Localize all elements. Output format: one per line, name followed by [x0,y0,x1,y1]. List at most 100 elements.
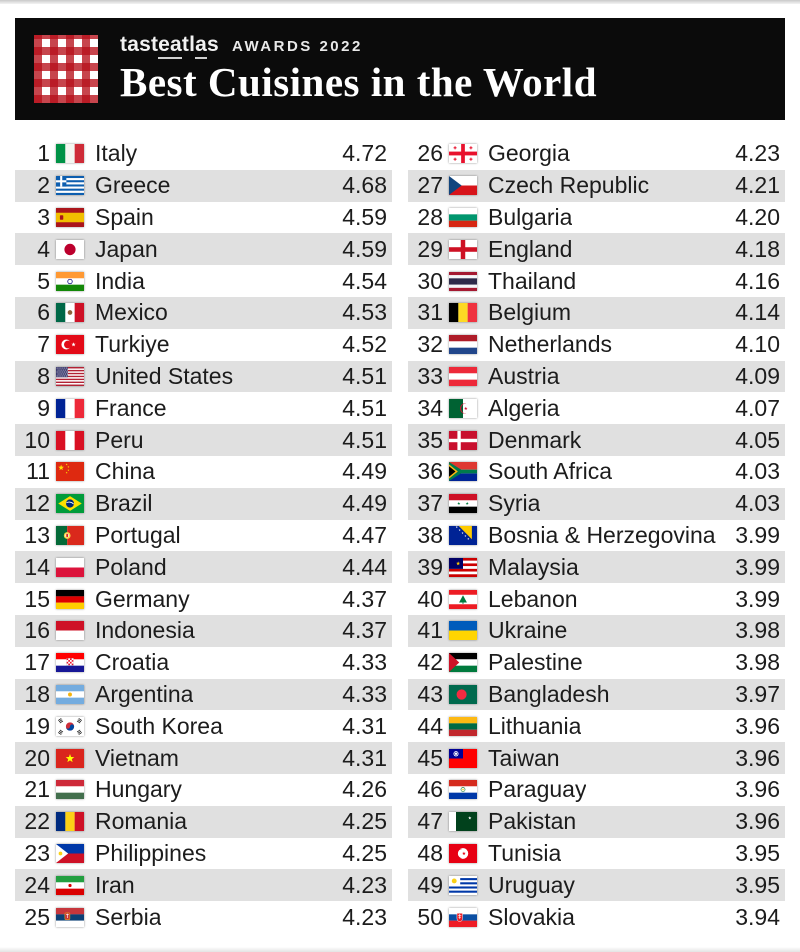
country-name: Bosnia & Herzegovina [488,521,716,548]
cuisine-score: 3.98 [735,649,780,676]
flag-icon-south-africa [449,462,477,482]
flag-icon-tunisia [449,843,477,863]
rank-number: 46 [417,776,443,803]
rank-number: 30 [417,267,443,294]
rank-number: 17 [24,649,50,676]
flag-icon-lebanon [449,589,477,609]
cuisine-score: 4.52 [342,331,387,358]
cuisine-score: 4.49 [342,458,387,485]
flag-icon-peru [56,430,84,450]
cuisine-score: 4.23 [342,903,387,930]
rank-number: 25 [24,903,50,930]
cuisine-score: 3.98 [735,617,780,644]
rank-number: 1 [37,140,50,167]
country-name: Brazil [95,490,153,517]
flag-icon-thailand [449,271,477,291]
rank-number: 24 [24,871,50,898]
flag-icon-hungary [56,780,84,800]
flag-icon-palestine [449,653,477,673]
cuisine-score: 4.68 [342,172,387,199]
header-text: tasteatlas AWARDS 2022 Best Cuisines in … [120,32,597,104]
ranking-row: 31 Belgium 4.14 [408,296,785,329]
flag-icon-czech-republic [449,176,477,196]
flag-icon-germany [56,589,84,609]
cuisine-score: 4.25 [342,808,387,835]
cuisine-score: 4.31 [342,744,387,771]
rank-number: 41 [417,617,443,644]
rank-number: 44 [417,712,443,739]
cuisine-score: 4.53 [342,299,387,326]
cuisine-score: 4.44 [342,553,387,580]
rank-number: 8 [37,362,50,389]
brand-line: tasteatlas AWARDS 2022 [120,32,597,59]
ranking-row: 29 England 4.18 [408,233,785,266]
ranking-row: 45 Taiwan 3.96 [408,742,785,774]
flag-icon-taiwan [449,748,477,768]
rank-number: 12 [24,490,50,517]
cuisine-score: 3.97 [735,680,780,707]
flag-icon-iran [56,875,84,895]
flag-icon-lithuania [449,716,477,736]
cuisine-score: 4.51 [342,362,387,389]
rank-number: 10 [24,426,50,453]
ranking-row: 23 Philippines 4.25 [15,838,392,870]
flag-icon-bangladesh [449,684,477,704]
ranking-row: 3 Spain 4.59 [15,202,392,234]
flag-icon-china [56,462,84,482]
rank-number: 11 [26,458,50,485]
flag-icon-italy [56,144,84,164]
cuisine-score: 4.21 [735,172,780,199]
ranking-row: 16 Indonesia 4.37 [15,614,392,647]
flag-icon-united-states [56,366,84,386]
ranking-row: 10 Peru 4.51 [15,424,392,456]
cuisine-score: 3.96 [735,808,780,835]
country-name: Indonesia [95,617,195,644]
flag-icon-england [449,239,477,259]
country-name: South Africa [488,458,613,485]
ranking-row: 18 Argentina 4.33 [15,678,392,711]
flag-icon-brazil [56,494,84,514]
rank-number: 5 [37,267,50,294]
ranking-row: 9 France 4.51 [15,392,392,424]
ranking-row: 11 China 4.49 [15,456,392,488]
country-name: Mexico [95,299,168,326]
country-name: Pakistan [488,808,577,835]
cuisine-score: 3.99 [735,553,780,580]
country-name: Bangladesh [488,680,610,707]
ranking-row: 43 Bangladesh 3.97 [408,678,785,711]
country-name: Croatia [95,649,170,676]
cuisine-score: 3.95 [735,839,780,866]
rank-number: 22 [24,808,50,835]
rank-number: 31 [417,299,443,326]
ranking-row: 13 Portugal 4.47 [15,520,392,552]
rank-number: 40 [417,585,443,612]
flag-icon-turkiye [56,335,84,355]
flag-icon-austria [449,366,477,386]
flag-icon-georgia [449,144,477,164]
cuisine-score: 4.26 [342,776,387,803]
ranking-row: 49 Uruguay 3.95 [408,869,785,902]
rank-number: 4 [37,235,50,262]
cuisine-score: 3.94 [735,903,780,930]
rankings-left-column: 1 Italy 4.72 2 Greece 4.68 3 Spain 4.59 4 Japan 4.5… [15,138,392,933]
country-name: Palestine [488,649,583,676]
country-name: Italy [95,140,138,167]
country-name: Ukraine [488,617,568,644]
rank-number: 36 [417,458,443,485]
cuisine-score: 4.03 [735,458,780,485]
cuisine-score: 3.99 [735,521,780,548]
flag-icon-indonesia [56,621,84,641]
cuisine-score: 4.49 [342,490,387,517]
flag-icon-bulgaria [449,207,477,227]
country-name: Japan [95,235,158,262]
flag-icon-south-korea [56,716,84,736]
rank-number: 26 [417,140,443,167]
rank-number: 19 [24,712,50,739]
country-name: France [95,394,167,421]
cuisine-score: 4.03 [735,490,780,517]
country-name: Poland [95,553,167,580]
rank-number: 23 [24,839,50,866]
cuisine-score: 3.96 [735,776,780,803]
cuisine-score: 4.72 [342,140,387,167]
country-name: Czech Republic [488,172,650,199]
